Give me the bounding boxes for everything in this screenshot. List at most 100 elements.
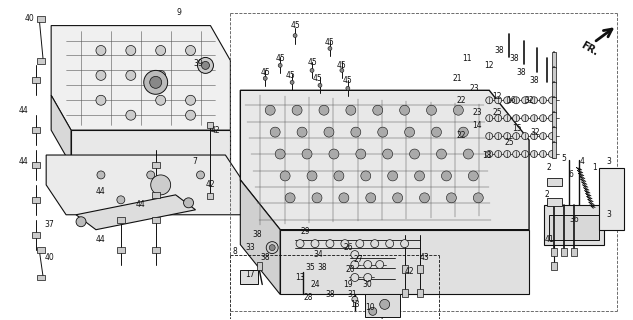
Circle shape bbox=[401, 240, 408, 248]
Circle shape bbox=[513, 150, 520, 157]
Circle shape bbox=[427, 105, 437, 115]
Circle shape bbox=[334, 171, 344, 181]
Circle shape bbox=[539, 115, 546, 122]
Circle shape bbox=[144, 70, 168, 94]
Circle shape bbox=[346, 86, 350, 90]
Circle shape bbox=[530, 97, 537, 104]
Circle shape bbox=[504, 115, 511, 122]
Circle shape bbox=[504, 97, 511, 104]
Bar bbox=[561, 248, 567, 256]
Text: 2: 2 bbox=[544, 190, 549, 199]
Circle shape bbox=[351, 251, 359, 259]
Circle shape bbox=[486, 97, 492, 104]
Circle shape bbox=[385, 240, 394, 248]
Circle shape bbox=[373, 105, 383, 115]
Text: 45: 45 bbox=[325, 38, 335, 47]
Text: 44: 44 bbox=[18, 157, 28, 166]
Circle shape bbox=[296, 240, 304, 248]
Circle shape bbox=[312, 193, 322, 203]
Text: 26: 26 bbox=[343, 243, 353, 252]
Circle shape bbox=[340, 68, 344, 72]
Circle shape bbox=[285, 193, 295, 203]
Circle shape bbox=[504, 132, 511, 140]
Bar bbox=[401, 265, 408, 273]
Circle shape bbox=[339, 193, 349, 203]
Circle shape bbox=[486, 132, 492, 140]
Circle shape bbox=[265, 105, 275, 115]
Circle shape bbox=[495, 132, 502, 140]
Circle shape bbox=[495, 150, 502, 157]
Circle shape bbox=[522, 97, 529, 104]
Circle shape bbox=[539, 150, 546, 157]
Circle shape bbox=[278, 63, 282, 68]
Circle shape bbox=[463, 149, 473, 159]
Text: 42: 42 bbox=[404, 267, 415, 276]
Polygon shape bbox=[599, 168, 624, 230]
Circle shape bbox=[446, 193, 456, 203]
Bar bbox=[547, 198, 562, 206]
Circle shape bbox=[156, 70, 166, 80]
Text: 38: 38 bbox=[529, 76, 539, 85]
Text: 22: 22 bbox=[456, 131, 466, 140]
Circle shape bbox=[328, 46, 332, 51]
Text: 44: 44 bbox=[136, 200, 146, 209]
Text: 21: 21 bbox=[453, 74, 462, 83]
Circle shape bbox=[275, 149, 285, 159]
Bar bbox=[417, 265, 423, 273]
Text: 3: 3 bbox=[606, 157, 611, 166]
Bar bbox=[544, 205, 604, 244]
Text: 19: 19 bbox=[343, 280, 353, 289]
Circle shape bbox=[126, 70, 136, 80]
Bar bbox=[208, 193, 213, 199]
Circle shape bbox=[318, 83, 322, 87]
Bar bbox=[32, 77, 41, 83]
Circle shape bbox=[346, 105, 356, 115]
Text: 6: 6 bbox=[568, 171, 573, 180]
Text: 4: 4 bbox=[579, 157, 584, 166]
Circle shape bbox=[392, 193, 403, 203]
Text: 24: 24 bbox=[310, 280, 320, 289]
Text: 14: 14 bbox=[472, 121, 482, 130]
Polygon shape bbox=[76, 195, 196, 230]
Text: 7: 7 bbox=[192, 157, 197, 166]
Text: 13: 13 bbox=[350, 300, 360, 309]
Text: 33: 33 bbox=[246, 243, 255, 252]
Circle shape bbox=[270, 127, 280, 137]
Text: 18: 18 bbox=[482, 150, 492, 160]
Bar bbox=[552, 142, 556, 158]
Text: 35: 35 bbox=[305, 263, 315, 272]
Circle shape bbox=[548, 132, 556, 140]
Text: 44: 44 bbox=[96, 235, 106, 244]
Circle shape bbox=[150, 76, 161, 88]
Bar bbox=[552, 82, 556, 98]
Circle shape bbox=[293, 34, 297, 37]
Text: 32: 32 bbox=[530, 128, 540, 137]
Bar bbox=[152, 162, 160, 168]
Polygon shape bbox=[365, 294, 399, 317]
Text: 42: 42 bbox=[211, 126, 220, 135]
Text: 27: 27 bbox=[353, 255, 363, 264]
Circle shape bbox=[513, 132, 520, 140]
Bar bbox=[552, 112, 556, 128]
Circle shape bbox=[495, 115, 502, 122]
Bar bbox=[117, 217, 125, 223]
Text: 25: 25 bbox=[492, 108, 502, 117]
Circle shape bbox=[504, 150, 511, 157]
Text: 44: 44 bbox=[18, 106, 28, 115]
Text: 45: 45 bbox=[260, 68, 270, 77]
Circle shape bbox=[351, 274, 359, 282]
Circle shape bbox=[522, 115, 529, 122]
Text: 38: 38 bbox=[253, 230, 262, 239]
Bar bbox=[551, 248, 557, 256]
Circle shape bbox=[96, 70, 106, 80]
Text: 38: 38 bbox=[494, 46, 504, 55]
Bar bbox=[152, 217, 160, 223]
Text: 5: 5 bbox=[561, 154, 567, 163]
Text: 40: 40 bbox=[25, 14, 34, 23]
Circle shape bbox=[486, 115, 492, 122]
Circle shape bbox=[383, 149, 392, 159]
Text: 30: 30 bbox=[363, 280, 373, 289]
Text: 41: 41 bbox=[544, 235, 554, 244]
Circle shape bbox=[539, 97, 546, 104]
Circle shape bbox=[399, 105, 410, 115]
